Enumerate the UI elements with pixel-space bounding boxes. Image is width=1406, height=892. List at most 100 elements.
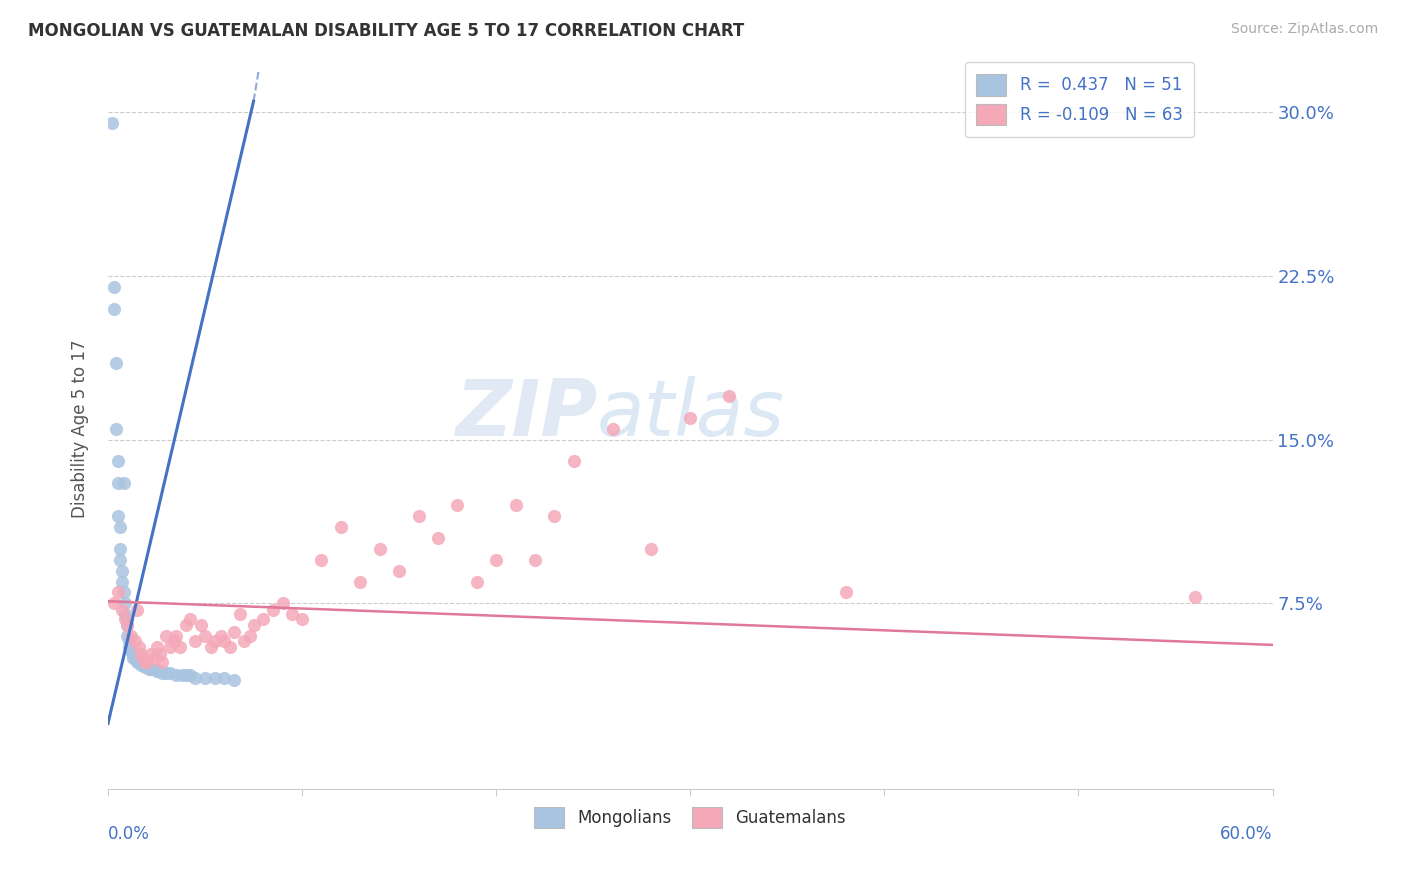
Point (107, 476, 129, 491)
Point (169, 640, 191, 654)
Point (122, 651, 145, 665)
Point (194, 629, 217, 643)
Point (179, 668, 201, 682)
Point (159, 640, 181, 654)
Point (103, 596, 125, 610)
Point (219, 640, 242, 654)
Point (110, 574, 132, 589)
Point (229, 607, 252, 622)
Point (104, 356, 127, 370)
Point (159, 666, 181, 681)
Point (118, 633, 141, 648)
Point (150, 666, 173, 681)
Point (149, 647, 172, 661)
Point (505, 498, 527, 512)
Point (114, 612, 136, 626)
Point (103, 301, 125, 316)
Point (543, 509, 565, 524)
Point (165, 668, 187, 682)
Point (108, 553, 131, 567)
Point (329, 520, 352, 534)
Point (108, 541, 131, 556)
Point (145, 664, 167, 678)
Point (224, 673, 246, 687)
Legend: Mongolians, Guatemalans: Mongolians, Guatemalans (527, 800, 852, 835)
Point (718, 389, 741, 403)
Point (281, 607, 304, 622)
Point (135, 659, 157, 673)
Point (134, 656, 156, 670)
Point (155, 629, 177, 643)
Point (101, 116, 124, 130)
Point (388, 564, 411, 578)
Point (184, 671, 207, 685)
Point (368, 541, 391, 556)
Point (122, 647, 145, 661)
Point (311, 553, 333, 567)
Point (562, 454, 585, 468)
Point (204, 633, 226, 648)
Point (139, 662, 162, 676)
Point (465, 574, 488, 589)
Point (640, 541, 662, 556)
Point (214, 671, 236, 685)
Point (150, 656, 173, 670)
Point (163, 633, 186, 648)
Text: 0.0%: 0.0% (108, 825, 150, 843)
Point (184, 633, 207, 648)
Point (446, 498, 468, 512)
Point (117, 618, 139, 632)
Point (170, 668, 193, 682)
Point (155, 666, 177, 681)
Point (108, 520, 131, 534)
Point (103, 280, 125, 294)
Point (124, 633, 146, 648)
Point (200, 640, 222, 654)
Point (117, 618, 139, 632)
Point (110, 603, 132, 617)
Point (110, 564, 132, 578)
Point (134, 659, 156, 673)
Point (112, 585, 135, 599)
Point (148, 664, 170, 678)
Point (174, 618, 197, 632)
Text: Source: ZipAtlas.com: Source: ZipAtlas.com (1230, 22, 1378, 37)
Y-axis label: Disability Age 5 to 17: Disability Age 5 to 17 (72, 340, 89, 518)
Point (204, 671, 226, 685)
Point (408, 509, 430, 524)
Point (224, 624, 246, 639)
Point (120, 644, 142, 658)
Point (120, 640, 142, 654)
Point (143, 651, 166, 665)
Point (242, 618, 264, 632)
Point (349, 574, 371, 589)
Point (127, 603, 149, 617)
Point (209, 629, 232, 643)
Text: atlas: atlas (598, 376, 785, 452)
Point (138, 662, 160, 676)
Point (142, 662, 165, 676)
Point (129, 657, 152, 672)
Point (112, 476, 135, 491)
Point (291, 612, 314, 626)
Text: 60.0%: 60.0% (1220, 825, 1272, 843)
Point (135, 656, 157, 670)
Point (124, 651, 146, 665)
Point (252, 612, 274, 626)
Point (128, 640, 150, 654)
Point (426, 531, 449, 545)
Point (128, 656, 150, 670)
Text: ZIP: ZIP (456, 376, 598, 452)
Point (145, 640, 167, 654)
Point (165, 629, 187, 643)
Point (524, 553, 547, 567)
Point (1184, 590, 1206, 604)
Point (132, 651, 155, 665)
Point (104, 422, 127, 436)
Point (139, 647, 162, 661)
Point (114, 607, 136, 622)
Point (127, 651, 149, 665)
Point (117, 629, 139, 643)
Point (114, 596, 136, 610)
Point (107, 454, 129, 468)
